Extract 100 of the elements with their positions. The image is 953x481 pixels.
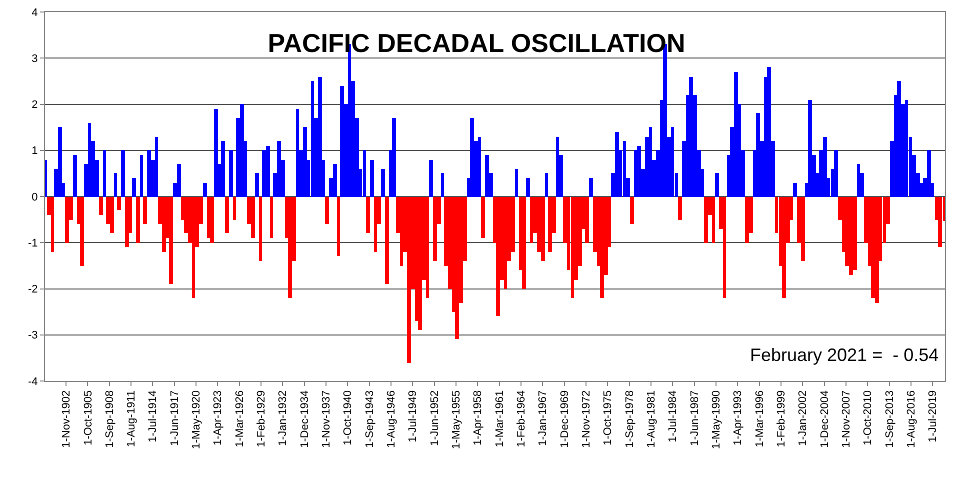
bar <box>808 100 812 197</box>
bar <box>103 150 106 197</box>
bar <box>296 109 299 197</box>
x-tick-label: 1-Nov-1937 <box>320 390 333 448</box>
bar <box>325 197 329 224</box>
bar <box>548 197 552 252</box>
x-tick-label: 1-Jul-1949 <box>407 390 420 442</box>
bar <box>418 197 422 330</box>
bar <box>485 155 489 197</box>
bar <box>782 197 786 298</box>
x-tick-label: 1-Nov-2007 <box>840 390 853 448</box>
bar <box>801 197 805 261</box>
x-tick-label: 1-May-1990 <box>710 390 723 450</box>
bar <box>745 197 749 243</box>
x-tick-label: 1-Nov-1902 <box>60 390 73 448</box>
bar <box>143 197 147 224</box>
bar <box>481 197 485 238</box>
bar <box>114 173 117 197</box>
bar <box>370 160 374 197</box>
bar <box>526 178 530 197</box>
x-tick-label: 1-Apr-1958 <box>472 390 484 446</box>
bar <box>240 104 244 197</box>
bar <box>671 127 674 197</box>
bar <box>400 197 403 266</box>
bar <box>556 137 559 197</box>
bar <box>262 150 266 197</box>
x-tick-label: 1-Oct-1940 <box>342 390 354 446</box>
x-tick-label: 1-Dec-1969 <box>558 390 571 448</box>
y-tick-label: 2 <box>32 99 38 112</box>
bar <box>255 173 259 197</box>
x-tick-label: 1-Sep-2013 <box>884 390 896 448</box>
bar <box>767 67 771 197</box>
x-tick-label: 1-Nov-1972 <box>580 390 593 448</box>
bar <box>225 197 229 233</box>
bar <box>522 197 526 289</box>
bar <box>630 197 634 224</box>
x-tick-label: 1-Mar-1926 <box>234 390 246 448</box>
bar <box>545 173 548 197</box>
bar <box>177 164 181 197</box>
bar <box>340 86 344 197</box>
bar <box>374 197 377 252</box>
bar <box>65 197 69 243</box>
x-tick-label: 1-Aug-1981 <box>646 390 658 448</box>
x-tick-label: 1-Jun-1917 <box>168 390 181 446</box>
bar <box>834 150 838 197</box>
bar <box>857 164 860 197</box>
y-tick-label: 0 <box>32 191 38 204</box>
y-tick-label: -2 <box>28 284 38 296</box>
bar <box>392 118 396 197</box>
bar <box>571 197 574 298</box>
x-tick-label: 1-Sep-1943 <box>364 390 376 448</box>
x-tick-label: 1-Jul-1914 <box>147 390 160 442</box>
bar <box>58 127 62 197</box>
x-tick-label: 1-Feb-1929 <box>256 390 268 448</box>
bar <box>678 197 682 220</box>
bar <box>99 197 103 215</box>
bar <box>140 155 143 197</box>
x-tick-label: 1-Apr-1923 <box>212 390 224 446</box>
bar <box>110 197 114 233</box>
x-tick-label: 1-Jul-2019 <box>927 390 940 442</box>
bar <box>478 137 481 197</box>
bar <box>210 197 214 243</box>
bar <box>366 197 370 233</box>
bar <box>169 197 173 284</box>
bar <box>600 197 604 298</box>
bar <box>121 150 125 197</box>
x-tick-label: 1-Jul-1984 <box>667 390 680 442</box>
x-tick-label: 1-Mar-1996 <box>754 390 766 448</box>
bar <box>73 155 77 197</box>
bar <box>589 178 593 197</box>
x-tick-label: 1-May-1920 <box>190 390 203 450</box>
bar <box>426 197 429 298</box>
x-tick-label: 1-Aug-1946 <box>386 390 398 448</box>
bar <box>117 197 121 210</box>
bar <box>823 137 827 197</box>
bar <box>585 197 589 243</box>
bar <box>927 150 931 197</box>
x-tick-label: 1-Dec-1934 <box>298 390 311 448</box>
x-tick-label: 1-Jun-1952 <box>428 390 441 446</box>
bar <box>125 197 129 247</box>
bar <box>515 169 518 197</box>
bar <box>136 197 140 243</box>
bar <box>259 197 262 261</box>
x-tick-label: 1-May-1955 <box>450 390 463 450</box>
x-tick-label: 1-Oct-1975 <box>602 390 614 446</box>
bar <box>51 197 54 252</box>
bar <box>734 72 738 197</box>
bar <box>147 150 151 197</box>
bar <box>704 197 708 243</box>
bar <box>318 77 322 197</box>
bar <box>905 100 908 197</box>
bar <box>162 197 166 252</box>
x-tick-label: 1-Oct-2010 <box>862 390 874 446</box>
x-tick-label: 1-Mar-1961 <box>494 390 506 448</box>
annotation: February 2021 = - 0.54 <box>750 345 939 365</box>
bar <box>277 141 281 197</box>
bar <box>938 197 942 247</box>
bar <box>229 150 233 197</box>
bar <box>712 197 715 243</box>
x-tick-label: 1-Feb-1964 <box>516 390 528 448</box>
